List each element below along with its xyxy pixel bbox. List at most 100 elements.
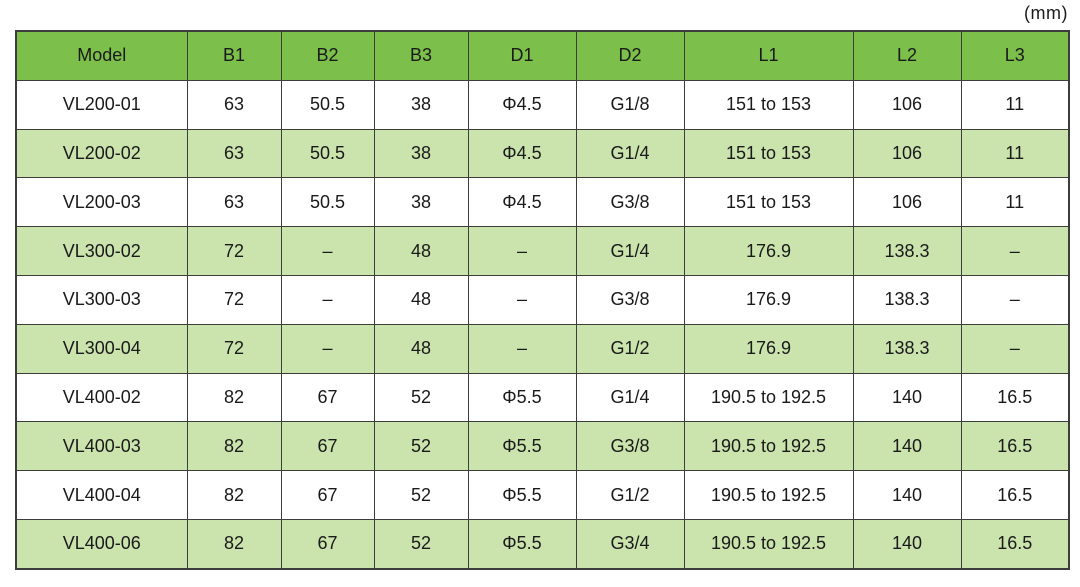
value-cell: Φ5.5	[467, 470, 577, 520]
model-cell: VL200-01	[15, 79, 188, 130]
column-header-l3: L3	[960, 30, 1070, 81]
value-cell: G3/4	[575, 518, 685, 570]
value-cell: G3/8	[575, 274, 685, 325]
value-cell: G1/2	[575, 323, 685, 374]
value-cell: 82	[186, 372, 282, 423]
value-cell: 151 to 153	[683, 128, 854, 179]
value-cell: Φ4.5	[467, 177, 577, 228]
value-cell: –	[280, 274, 375, 325]
value-cell: 138.3	[852, 323, 962, 374]
value-cell: G1/4	[575, 372, 685, 423]
value-cell: 190.5 to 192.5	[683, 470, 854, 520]
value-cell: 38	[373, 128, 469, 179]
value-cell: 67	[280, 518, 375, 570]
table-row: VL400-06 82 67 52 Φ5.5 G3/4 190.5 to 192.5 140 1…	[15, 518, 1070, 570]
model-cell: VL200-03	[15, 177, 188, 228]
value-cell: 50.5	[280, 177, 375, 228]
column-header-l1: L1	[683, 30, 854, 81]
value-cell: 48	[373, 323, 469, 374]
value-cell: 50.5	[280, 128, 375, 179]
value-cell: 11	[960, 79, 1070, 130]
value-cell: Φ4.5	[467, 128, 577, 179]
value-cell: 16.5	[960, 518, 1070, 570]
value-cell: 63	[186, 128, 282, 179]
value-cell: 190.5 to 192.5	[683, 372, 854, 423]
value-cell: –	[280, 323, 375, 374]
value-cell: 176.9	[683, 323, 854, 374]
value-cell: 106	[852, 128, 962, 179]
column-header-b2: B2	[280, 30, 375, 81]
value-cell: 11	[960, 128, 1070, 179]
value-cell: 106	[852, 177, 962, 228]
value-cell: Φ4.5	[467, 79, 577, 130]
model-cell: VL300-04	[15, 323, 188, 374]
value-cell: 72	[186, 226, 282, 276]
value-cell: G1/4	[575, 226, 685, 276]
value-cell: 67	[280, 372, 375, 423]
value-cell: 82	[186, 518, 282, 570]
value-cell: 52	[373, 372, 469, 423]
value-cell: 190.5 to 192.5	[683, 421, 854, 472]
model-cell: VL400-03	[15, 421, 188, 472]
value-cell: –	[467, 274, 577, 325]
value-cell: –	[960, 226, 1070, 276]
value-cell: 16.5	[960, 470, 1070, 520]
table-row: VL300-04 72–48– G1/2 176.9 138.3–	[15, 323, 1070, 374]
value-cell: G3/8	[575, 177, 685, 228]
table-row: VL400-02 82 67 52 Φ5.5 G1/4 190.5 to 192.5 140 1…	[15, 372, 1070, 423]
model-cell: VL300-02	[15, 226, 188, 276]
value-cell: 140	[852, 518, 962, 570]
value-cell: 16.5	[960, 372, 1070, 423]
value-cell: 138.3	[852, 274, 962, 325]
value-cell: 63	[186, 79, 282, 130]
value-cell: G3/8	[575, 421, 685, 472]
column-header-b1: B1	[186, 30, 282, 81]
value-cell: 52	[373, 518, 469, 570]
value-cell: 67	[280, 470, 375, 520]
unit-label: (mm)	[1024, 3, 1068, 23]
dimensions-table: Model B1 B2 B3 D1 D2 L1 L2 L3 VL200-01 63 50.5 38 Φ4…	[15, 30, 1070, 570]
value-cell: 11	[960, 177, 1070, 228]
column-header-d2: D2	[575, 30, 685, 81]
model-cell: VL400-06	[15, 518, 188, 570]
value-cell: G1/8	[575, 79, 685, 130]
value-cell: 38	[373, 79, 469, 130]
value-cell: 151 to 153	[683, 177, 854, 228]
value-cell: –	[467, 323, 577, 374]
column-header-b3: B3	[373, 30, 469, 81]
value-cell: 38	[373, 177, 469, 228]
column-header-model: Model	[15, 30, 188, 81]
column-header-l2: L2	[852, 30, 962, 81]
table-row: VL200-01 63 50.5 38 Φ4.5 G1/8 151 to 153 106 11	[15, 79, 1070, 130]
value-cell: 72	[186, 274, 282, 325]
value-cell: 50.5	[280, 79, 375, 130]
value-cell: Φ5.5	[467, 421, 577, 472]
value-cell: G1/2	[575, 470, 685, 520]
table-row: VL300-02 72–48– G1/4 176.9 138.3–	[15, 226, 1070, 276]
table-row: VL400-04 82 67 52 Φ5.5 G1/2 190.5 to 192.5 140 1…	[15, 470, 1070, 520]
column-header-d1: D1	[467, 30, 577, 81]
model-cell: VL400-04	[15, 470, 188, 520]
value-cell: G1/4	[575, 128, 685, 179]
value-cell: 48	[373, 226, 469, 276]
value-cell: 151 to 153	[683, 79, 854, 130]
table-header-row: Model B1 B2 B3 D1 D2 L1 L2 L3	[15, 30, 1070, 81]
model-cell: VL300-03	[15, 274, 188, 325]
model-cell: VL200-02	[15, 128, 188, 179]
value-cell: 176.9	[683, 226, 854, 276]
value-cell: 52	[373, 470, 469, 520]
value-cell: –	[280, 226, 375, 276]
value-cell: 48	[373, 274, 469, 325]
value-cell: 16.5	[960, 421, 1070, 472]
table-row: VL200-02 63 50.5 38 Φ4.5 G1/4 151 to 153 106 11	[15, 128, 1070, 179]
value-cell: 138.3	[852, 226, 962, 276]
table-row: VL200-03 63 50.5 38 Φ4.5 G3/8 151 to 153 106 11	[15, 177, 1070, 228]
value-cell: 82	[186, 421, 282, 472]
value-cell: 67	[280, 421, 375, 472]
value-cell: 52	[373, 421, 469, 472]
value-cell: 190.5 to 192.5	[683, 518, 854, 570]
value-cell: Φ5.5	[467, 372, 577, 423]
value-cell: 140	[852, 470, 962, 520]
value-cell: 82	[186, 470, 282, 520]
